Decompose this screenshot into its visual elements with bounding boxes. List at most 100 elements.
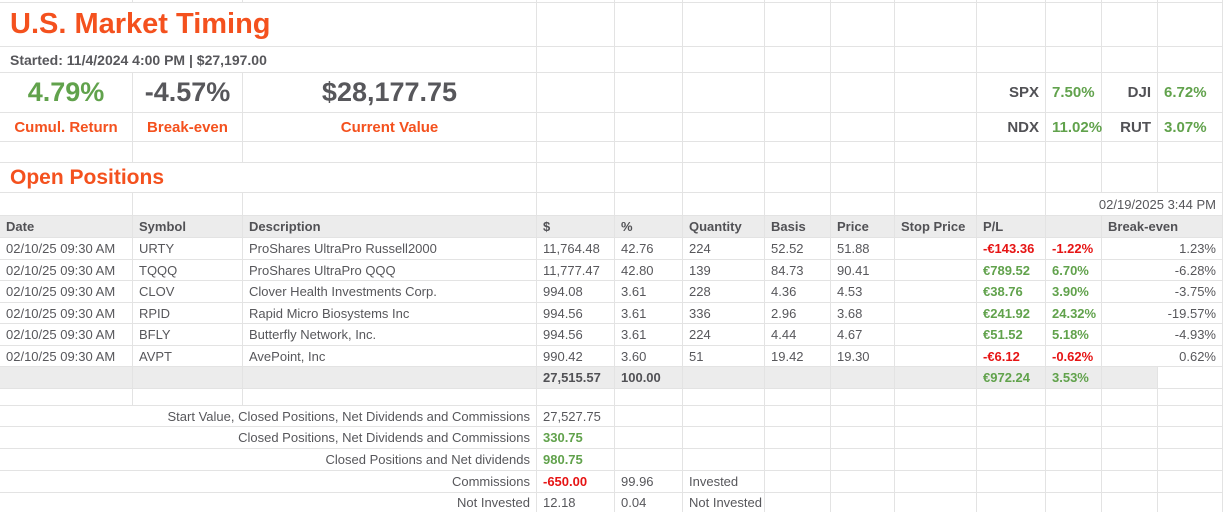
empty-cell: [683, 193, 765, 215]
summary-row: Commissions -650.00 99.96 Invested: [0, 471, 1223, 493]
current-value-label: Current Value: [243, 113, 537, 141]
quantity-cell: 224: [683, 238, 765, 259]
empty-cell: [765, 493, 831, 512]
symbol-cell: BFLY: [133, 324, 243, 345]
empty-cell: [895, 493, 977, 512]
empty-cell: [1158, 163, 1223, 192]
description-cell: Clover Health Investments Corp.: [243, 281, 537, 302]
date-cell: 02/10/25 09:30 AM: [0, 324, 133, 345]
empty-cell: [1158, 47, 1223, 72]
empty-cell: [977, 471, 1046, 492]
index-rut-label: RUT: [1102, 113, 1158, 141]
index-spx-label: SPX: [977, 73, 1046, 112]
empty-cell: [831, 113, 895, 141]
stop-price-cell: [895, 260, 977, 280]
empty-cell: [831, 427, 895, 448]
empty-cell: [765, 113, 831, 141]
pl-cell: €51.52: [977, 324, 1046, 345]
empty-cell: [765, 427, 831, 448]
empty-cell: [537, 193, 615, 215]
empty-cell: [895, 471, 977, 492]
empty-cell: [615, 113, 683, 141]
empty-cell: [831, 73, 895, 112]
empty-cell: [831, 193, 895, 215]
kpi-values-row: 4.79% -4.57% $28,177.75 SPX 7.50% DJI 6.…: [0, 73, 1223, 113]
empty-cell: [1046, 449, 1102, 470]
percent-cell: 3.61: [615, 324, 683, 345]
timestamp-row: 02/19/2025 3:44 PM: [0, 193, 1223, 216]
summary-label: Closed Positions, Net Dividends and Comm…: [0, 427, 537, 448]
symbol-cell: RPID: [133, 303, 243, 323]
empty-cell: [765, 193, 831, 215]
empty-cell: [765, 449, 831, 470]
basis-cell: 19.42: [765, 346, 831, 366]
empty-cell: [133, 193, 243, 215]
spacer-row: [0, 389, 1223, 406]
price-cell: 3.68: [831, 303, 895, 323]
table-row: 02/10/25 09:30 AM TQQQ ProShares UltraPr…: [0, 260, 1223, 281]
empty-cell: [1158, 3, 1223, 46]
empty-cell: [765, 47, 831, 72]
empty-cell: [831, 47, 895, 72]
empty-cell: [683, 3, 765, 46]
summary-percent: [615, 406, 683, 426]
started-info: Started: 11/4/2024 4:00 PM | $27,197.00: [0, 47, 537, 72]
dollars-cell: 11,777.47: [537, 260, 615, 280]
price-cell: 51.88: [831, 238, 895, 259]
report-timestamp: 02/19/2025 3:44 PM: [1046, 193, 1223, 215]
total-percent-cell: 100.00: [615, 367, 683, 388]
break-even-cell: -6.28%: [1102, 260, 1223, 280]
total-pl-percent-cell: 3.53%: [1046, 367, 1102, 388]
basis-cell: 4.36: [765, 281, 831, 302]
index-spx-value: 7.50%: [1046, 73, 1102, 112]
index-dji-label: DJI: [1102, 73, 1158, 112]
empty-cell: [615, 163, 683, 192]
current-value: $28,177.75: [243, 73, 537, 112]
kpi-labels-row: Cumul. Return Break-even Current Value N…: [0, 113, 1223, 142]
description-cell: AvePoint, Inc: [243, 346, 537, 366]
pl-cell: -€6.12: [977, 346, 1046, 366]
basis-cell: 52.52: [765, 238, 831, 259]
pl-cell: €38.76: [977, 281, 1046, 302]
empty-cell: [1158, 449, 1223, 470]
summary-percent: [615, 449, 683, 470]
empty-cell: [765, 471, 831, 492]
col-header-symbol: Symbol: [133, 216, 243, 237]
pl-cell: €241.92: [977, 303, 1046, 323]
empty-cell: [683, 163, 765, 192]
empty-cell: [1158, 406, 1223, 426]
index-rut-value: 3.07%: [1158, 113, 1223, 141]
empty-cell: [895, 73, 977, 112]
empty-cell: [895, 163, 977, 192]
empty-cell: [243, 193, 537, 215]
empty-cell: [1046, 3, 1102, 46]
pl-percent-cell: 3.90%: [1046, 281, 1102, 302]
description-cell: Butterfly Network, Inc.: [243, 324, 537, 345]
empty-cell: [1102, 493, 1158, 512]
summary-note: Not Invested: [683, 493, 765, 512]
dollars-cell: 990.42: [537, 346, 615, 366]
date-cell: 02/10/25 09:30 AM: [0, 303, 133, 323]
description-cell: ProShares UltraPro QQQ: [243, 260, 537, 280]
empty-cell: [895, 367, 977, 388]
empty-cell: [615, 73, 683, 112]
empty-cell: [1158, 427, 1223, 448]
break-even-value: -4.57%: [133, 73, 243, 112]
summary-row: Closed Positions and Net dividends 980.7…: [0, 449, 1223, 471]
break-even-cell: -19.57%: [1102, 303, 1223, 323]
spacer-row: [0, 142, 1223, 163]
dollars-cell: 11,764.48: [537, 238, 615, 259]
empty-grid: [0, 142, 1223, 162]
break-even-cell: -3.75%: [1102, 281, 1223, 302]
empty-cell: [765, 367, 831, 388]
empty-cell: [1102, 471, 1158, 492]
summary-label: Start Value, Closed Positions, Net Divid…: [0, 406, 537, 426]
empty-cell: [1158, 493, 1223, 512]
pl-percent-cell: 24.32%: [1046, 303, 1102, 323]
break-even-cell: 1.23%: [1102, 238, 1223, 259]
basis-cell: 84.73: [765, 260, 831, 280]
pl-cell: €789.52: [977, 260, 1046, 280]
col-header-break-even: Break-even: [1102, 216, 1223, 237]
basis-cell: 2.96: [765, 303, 831, 323]
summary-row: Closed Positions, Net Dividends and Comm…: [0, 427, 1223, 449]
